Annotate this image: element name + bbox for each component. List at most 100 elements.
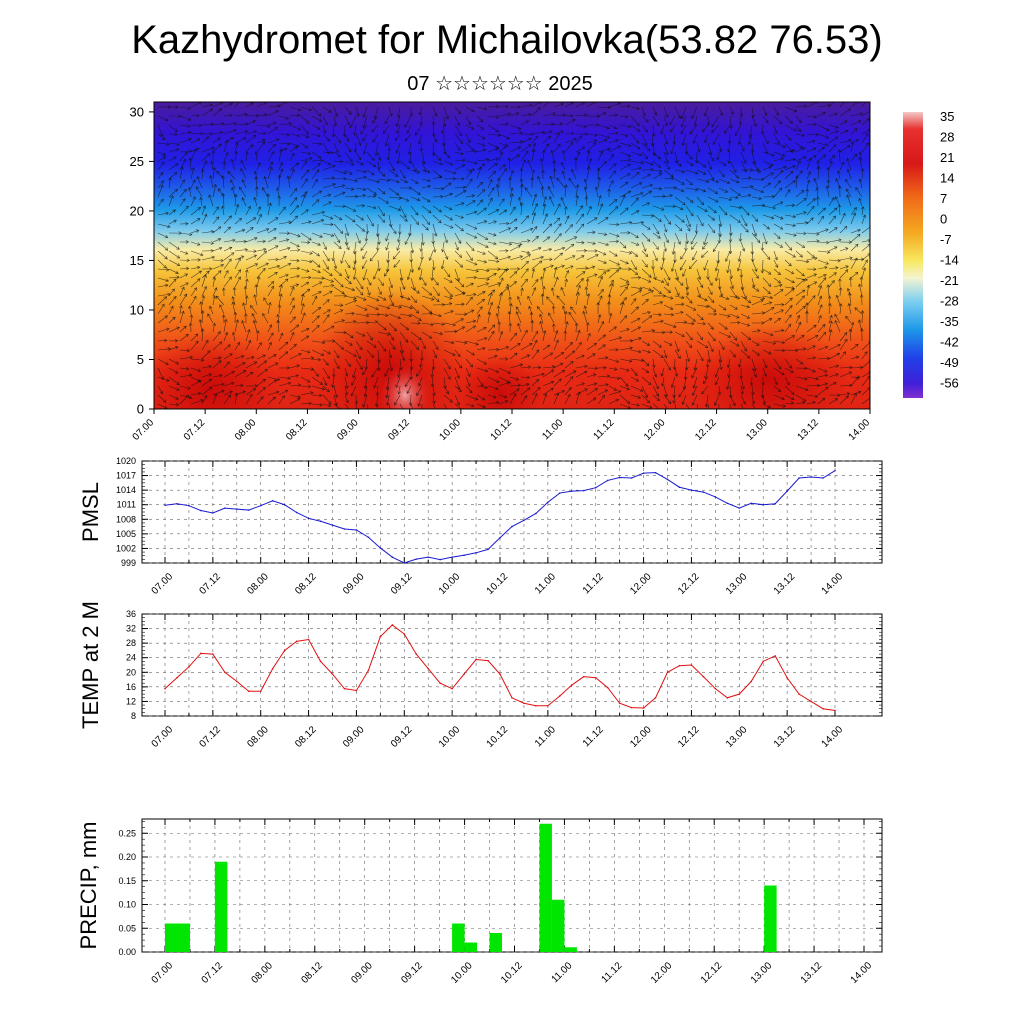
data-point [283, 649, 286, 652]
precip-bar [214, 861, 228, 952]
y-tick-label: 36 [126, 609, 136, 619]
colorbar: 35 28 21 14 7 0 -7 -14 -21 -28 -35 -42 -49 -56 [903, 109, 959, 398]
data-point [403, 633, 406, 635]
precip-bar [165, 923, 178, 952]
y-tick-label: 28 [126, 638, 136, 648]
data-point [200, 652, 202, 655]
data-point [642, 472, 645, 474]
data-point [319, 520, 322, 523]
data-point [188, 666, 190, 668]
data-point [630, 477, 633, 479]
heatmap-panel: 0 5 10 15 20 25 30 07.00 07.12 08.00 08.12 09.00 09… [130, 101, 872, 443]
data-point [714, 687, 717, 690]
data-point [798, 693, 800, 695]
data-point [523, 519, 525, 522]
x-tick-label: 09.12 [389, 724, 415, 750]
data-point [559, 695, 561, 697]
data-point [487, 659, 489, 662]
data-point [702, 491, 705, 493]
data-point [439, 558, 441, 561]
data-point [547, 705, 549, 707]
data-point [355, 529, 358, 531]
data-point [271, 667, 274, 670]
x-tick-label: 07.12 [198, 724, 224, 750]
y-tick-label: 1005 [116, 529, 136, 539]
colorbar-label: -56 [940, 376, 959, 391]
panel-frame [141, 460, 883, 564]
data-point [678, 664, 681, 667]
data-point [810, 476, 812, 478]
x-tick-label: 10.00 [437, 724, 463, 750]
data-point [786, 676, 788, 679]
data-point [822, 477, 824, 479]
data-point [714, 496, 717, 498]
data-point [535, 705, 537, 707]
data-point [451, 556, 453, 558]
data-point [463, 673, 465, 675]
heatmap-x-tick-label: 11.12 [591, 417, 616, 442]
y-tick-label: 0.00 [118, 947, 136, 957]
data-point [834, 709, 836, 712]
colorbar-label: -14 [940, 253, 959, 268]
panel-frame [141, 613, 883, 717]
y-tick-label: 1017 [116, 471, 136, 481]
heatmap-x-tick-label: 11.00 [540, 417, 565, 442]
colorbar-scale [903, 112, 923, 398]
data-point [164, 504, 166, 507]
heatmap-x-tick-label: 08.12 [284, 417, 310, 443]
x-tick-label: 13.12 [799, 960, 825, 986]
x-tick-label: 13.12 [772, 571, 798, 597]
data-point [690, 664, 693, 666]
precip-bar [539, 823, 552, 952]
x-tick-label: 10.00 [449, 960, 475, 986]
heatmap-y-tick-label: 0 [137, 402, 144, 417]
data-point [702, 675, 705, 678]
heatmap-x-tick-label: 12.00 [642, 417, 668, 443]
data-point [774, 502, 776, 505]
data-point [247, 509, 250, 511]
heatmap-y-tick-label: 25 [130, 154, 144, 169]
x-tick-label: 09.00 [341, 724, 367, 750]
data-point [499, 536, 501, 539]
data-point [367, 536, 370, 539]
precip-bar [564, 947, 577, 952]
data-point [224, 507, 226, 509]
x-tick-label: 13.12 [772, 724, 798, 750]
data-point [618, 702, 621, 705]
y-tick-label: 1002 [116, 543, 136, 553]
x-tick-label: 12.00 [628, 571, 654, 597]
data-point [582, 675, 585, 678]
x-tick-label: 10.12 [485, 571, 511, 597]
colorbar-label: 35 [940, 109, 954, 124]
x-tick-label: 13.00 [724, 724, 750, 750]
data-point [367, 669, 370, 672]
data-point [259, 504, 262, 507]
colorbar-label: 7 [940, 191, 947, 206]
data-point [415, 653, 418, 655]
chart-subtitle: 07 ☆☆☆☆☆☆ 2025 [407, 73, 593, 95]
data-point [594, 676, 597, 679]
x-tick-label: 09.12 [389, 571, 415, 597]
x-tick-label: 08.12 [293, 571, 319, 597]
heatmap-y-tick-label: 5 [137, 352, 144, 367]
data-point [822, 707, 824, 710]
data-point [559, 492, 561, 494]
heatmap-x-tick-label: 07.12 [182, 417, 208, 443]
colorbar-label: -7 [940, 232, 952, 247]
data-point [810, 700, 812, 703]
data-point [762, 503, 765, 506]
data-point [511, 696, 513, 699]
x-tick-label: 11.00 [533, 724, 558, 749]
data-point [295, 640, 298, 643]
data-point [678, 486, 681, 489]
x-tick-label: 10.12 [499, 960, 525, 986]
y-tick-label: 0.15 [118, 876, 136, 886]
heatmap-x-tick-label: 13.12 [796, 417, 822, 443]
y-axis-title: TEMP at 2 M [78, 601, 103, 729]
y-tick-label: 1008 [116, 514, 136, 524]
data-point [188, 504, 190, 507]
x-tick-label: 14.00 [849, 960, 875, 986]
x-tick-label: 13.00 [724, 571, 750, 597]
x-tick-label: 11.00 [550, 960, 575, 985]
x-tick-label: 08.12 [293, 724, 319, 750]
